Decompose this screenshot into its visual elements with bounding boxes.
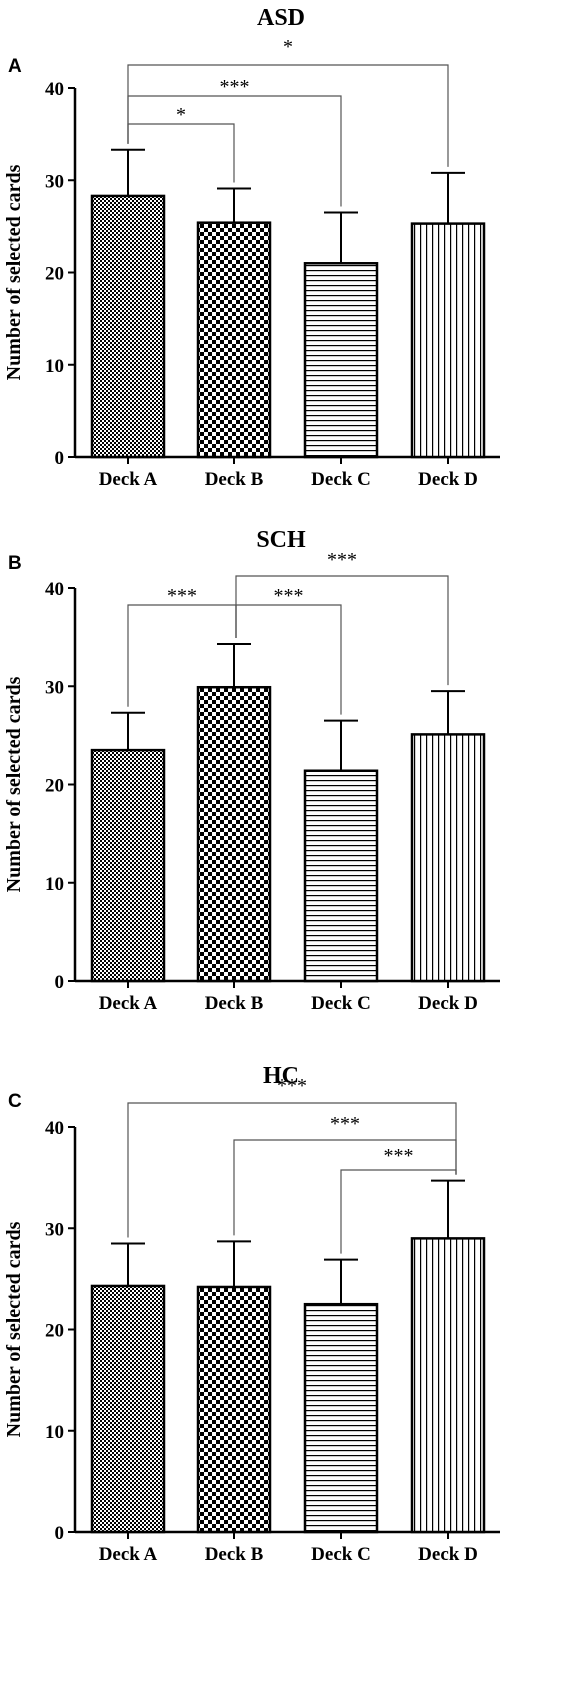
significance-bracket bbox=[127, 1102, 457, 1238]
y-tick-label: 0 bbox=[55, 972, 65, 993]
y-tick-label: 30 bbox=[45, 171, 64, 192]
significance-label: * bbox=[176, 104, 186, 126]
x-tick-label: Deck C bbox=[311, 993, 371, 1014]
significance-label: *** bbox=[167, 585, 197, 607]
y-tick-label: 40 bbox=[45, 579, 64, 600]
bar-deck-a bbox=[90, 1284, 166, 1534]
y-tick-label: 10 bbox=[45, 874, 64, 895]
panel-c: HC C Number of selected cards 0 10 20 30 40 Deck… bbox=[3, 1063, 500, 1565]
significance-bracket bbox=[233, 1139, 457, 1236]
x-tick-label: Deck D bbox=[418, 469, 478, 490]
x-tick-label: Deck B bbox=[205, 993, 264, 1014]
x-tick-label: Deck A bbox=[99, 993, 158, 1014]
chart-title: SCH bbox=[256, 527, 306, 553]
bar-deck-d bbox=[410, 733, 486, 983]
y-axis-label: Number of selected cards bbox=[3, 1221, 25, 1437]
x-tick-label: Deck C bbox=[311, 469, 371, 490]
y-axis-label: Number of selected cards bbox=[3, 676, 25, 892]
y-tick-label: 20 bbox=[45, 264, 64, 285]
panel-a: ASD A Number of selected cards 0 10 20 30 40 Dec… bbox=[3, 5, 500, 490]
chart-title: HC bbox=[263, 1063, 299, 1089]
x-tick-label: Deck C bbox=[311, 1544, 371, 1565]
bar-deck-d bbox=[410, 222, 486, 459]
y-tick-label: 20 bbox=[45, 1321, 64, 1342]
bar-deck-c bbox=[303, 1302, 379, 1534]
significance-label: *** bbox=[277, 1075, 307, 1097]
y-tick-label: 30 bbox=[45, 1219, 64, 1240]
panel-b: SCH B Number of selected cards 0 10 20 30 40 Dec… bbox=[3, 527, 500, 1014]
significance-bracket bbox=[340, 1169, 457, 1254]
bar-deck-c bbox=[303, 262, 379, 459]
y-tick-label: 20 bbox=[45, 776, 64, 797]
y-tick-label: 0 bbox=[55, 448, 65, 469]
significance-label: *** bbox=[384, 1145, 414, 1167]
y-tick-label: 10 bbox=[45, 1422, 64, 1443]
significance-label: *** bbox=[220, 76, 250, 98]
x-tick-label: Deck D bbox=[418, 1544, 478, 1565]
y-tick-label: 40 bbox=[45, 1118, 64, 1139]
x-tick-label: Deck B bbox=[205, 1544, 264, 1565]
panel-letter: C bbox=[8, 1091, 22, 1112]
x-tick-label: Deck B bbox=[205, 469, 264, 490]
bar-deck-a bbox=[90, 194, 166, 459]
y-tick-label: 40 bbox=[45, 79, 64, 100]
bar-deck-b bbox=[196, 1285, 272, 1534]
significance-bracket bbox=[127, 64, 449, 167]
bar-deck-b bbox=[196, 221, 272, 459]
y-tick-label: 0 bbox=[55, 1523, 65, 1544]
panel-letter: A bbox=[8, 56, 22, 77]
bar-deck-b bbox=[196, 685, 272, 983]
significance-label: *** bbox=[330, 1113, 360, 1135]
chart-title: ASD bbox=[257, 5, 305, 31]
significance-label: * bbox=[283, 36, 293, 58]
bar-deck-a bbox=[90, 748, 166, 983]
y-axis-label: Number of selected cards bbox=[3, 164, 25, 380]
x-tick-label: Deck A bbox=[99, 1544, 158, 1565]
bar-deck-d bbox=[410, 1237, 486, 1534]
panel-letter: B bbox=[8, 553, 22, 574]
significance-label: *** bbox=[274, 585, 304, 607]
y-tick-label: 30 bbox=[45, 677, 64, 698]
bar-deck-c bbox=[303, 769, 379, 983]
x-tick-label: Deck A bbox=[99, 469, 158, 490]
x-tick-label: Deck D bbox=[418, 993, 478, 1014]
significance-label: *** bbox=[327, 549, 357, 571]
y-tick-label: 10 bbox=[45, 356, 64, 377]
significance-bracket bbox=[127, 123, 235, 183]
significance-bracket bbox=[235, 575, 449, 686]
